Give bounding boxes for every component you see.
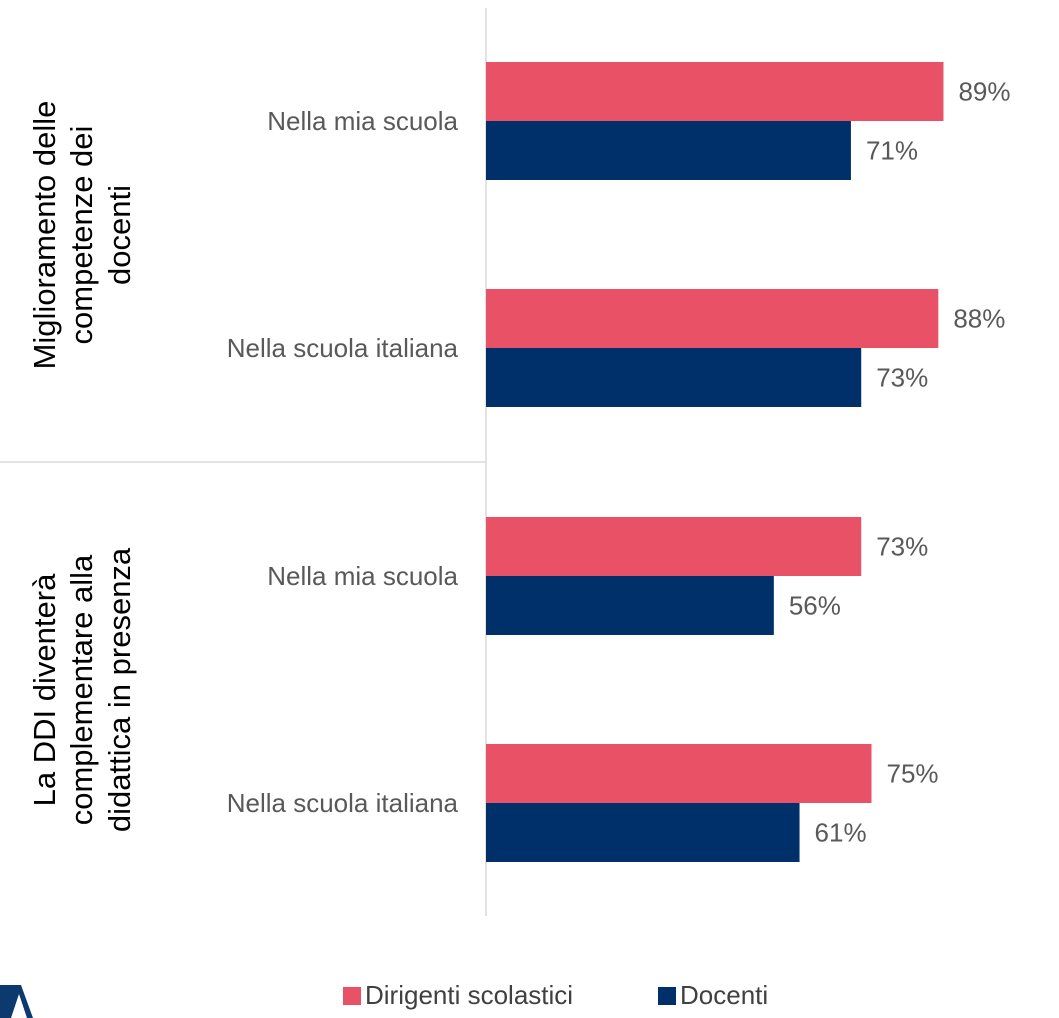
bar-dirigenti (486, 744, 872, 803)
category-labels: Nella mia scuola Nella scuola italiana Nel… (227, 106, 459, 818)
data-label: 73% (876, 363, 928, 393)
lambda-logo-icon (0, 985, 33, 1018)
data-label: 73% (876, 532, 928, 562)
data-label: 71% (866, 136, 918, 166)
legend-swatch-docenti (658, 987, 676, 1005)
value-labels: 89% 88% 73% 75% 71% 73% 56% 61% (789, 77, 1011, 848)
category-label: Nella scuola italiana (227, 788, 459, 818)
group-label-line: competenze dei (64, 126, 99, 345)
data-label: 56% (789, 591, 841, 621)
bar-docenti (486, 803, 800, 862)
group-label-line: Miglioramento delle (27, 101, 62, 370)
data-label: 88% (953, 304, 1005, 334)
legend-label: Docenti (680, 980, 768, 1010)
bar-dirigenti (486, 289, 939, 348)
group-labels: Miglioramento delle competenze dei docenti… (27, 101, 137, 833)
bar-dirigenti (486, 62, 944, 121)
group-label-line: didattica in presenza (102, 547, 137, 832)
bars (486, 62, 944, 862)
bar-dirigenti (486, 517, 862, 576)
category-label: Nella mia scuola (267, 561, 458, 591)
data-label: 75% (887, 759, 939, 789)
legend: Dirigenti scolastici Docenti (343, 980, 768, 1010)
category-label: Nella mia scuola (267, 106, 458, 136)
bar-docenti (486, 121, 851, 180)
legend-swatch-dirigenti (343, 987, 361, 1005)
group-label-line: La DDI diventerà (27, 573, 62, 806)
data-label: 89% (958, 77, 1010, 107)
group-label-line: docenti (102, 185, 137, 285)
bar-docenti (486, 348, 862, 407)
category-label: Nella scuola italiana (227, 333, 459, 363)
data-label: 61% (815, 818, 867, 848)
legend-label: Dirigenti scolastici (365, 980, 573, 1010)
bar-docenti (486, 576, 774, 635)
group-label-line: complementare alla (64, 554, 99, 825)
